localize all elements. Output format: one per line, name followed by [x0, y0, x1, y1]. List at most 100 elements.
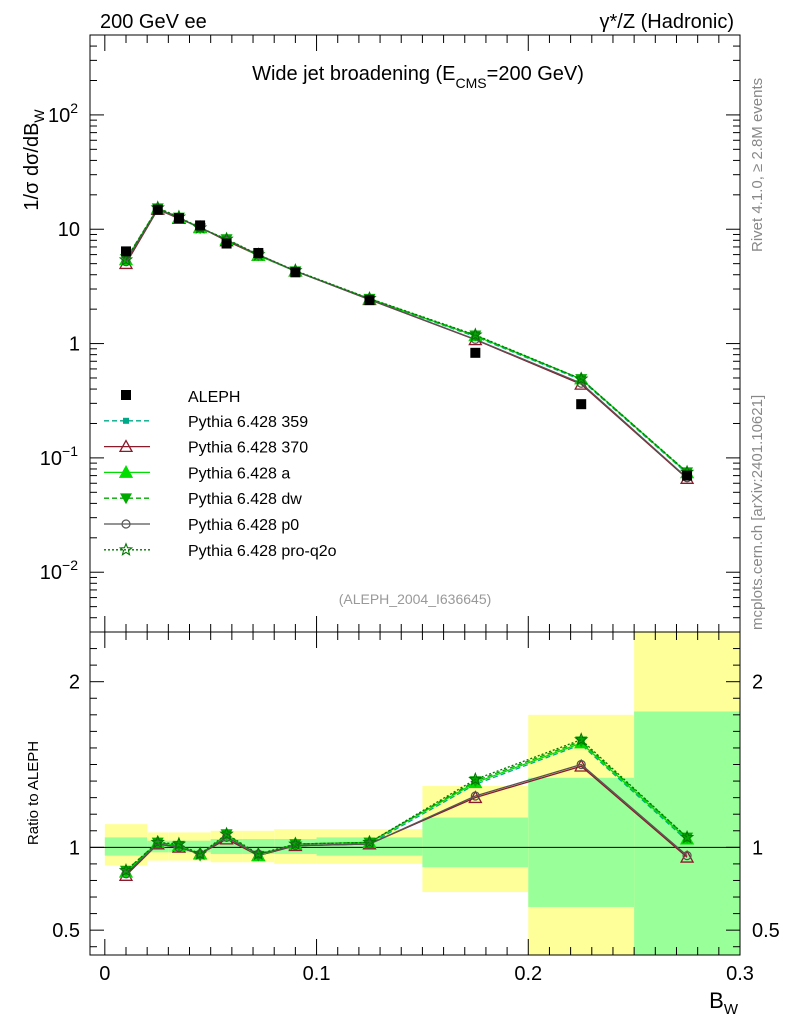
ratio-series-marker — [364, 839, 375, 849]
x-axis-label: BW — [709, 988, 739, 1018]
chart-title: Wide jet broadening (ECMS=200 GeV) — [252, 63, 584, 91]
main-series-marker — [576, 378, 586, 388]
main-series-line — [125, 208, 688, 479]
x-axis-label-main: B — [709, 988, 724, 1013]
ratio-y-tick-label: 1 — [69, 837, 80, 859]
legend-marker — [123, 417, 129, 424]
ratio-series-marker — [362, 834, 377, 849]
main-series-marker — [468, 327, 483, 341]
data-point — [253, 247, 264, 258]
ratio-series-marker — [290, 841, 300, 851]
legend-marker — [120, 493, 132, 505]
ratio-series-marker — [574, 732, 589, 746]
legend-label: Pythia 6.428 dw — [188, 491, 302, 508]
ratio-series-marker — [174, 842, 184, 852]
ratio-panel: 2 2 1 1 0.5 0.5 0 0.1 0.2 0.3 Ratio to ALEPH BW — [25, 631, 780, 1018]
x-tick-label: 0.3 — [726, 963, 754, 985]
main-series-marker — [470, 334, 480, 344]
legend-label: Pythia 6.428 370 — [188, 440, 308, 457]
y-axis-label-main: 1/σ dσ/dB — [21, 123, 43, 211]
ratio-stat-band — [528, 777, 635, 907]
legend-marker — [118, 465, 134, 478]
main-series-marker — [118, 252, 134, 266]
data-point — [364, 295, 375, 306]
main-y-tick-label: 1 — [69, 334, 80, 356]
header-left: 200 GeV ee — [100, 11, 207, 33]
data-point — [682, 470, 693, 481]
x-tick-label: 0.2 — [514, 963, 542, 985]
legend-label-data: ALEPH — [188, 389, 240, 406]
ratio-x-axis: 0 0.1 0.2 0.3 — [99, 632, 754, 985]
ratio-y-tick-label-right: 2 — [752, 672, 763, 694]
ratio-y-axis: 2 2 1 1 0.5 0.5 — [52, 631, 780, 948]
main-y-tick-base: 10 — [48, 105, 70, 127]
ratio-series-marker — [679, 849, 695, 863]
main-y-tick-base: 10 — [40, 448, 62, 470]
legend-marker-data — [121, 390, 131, 400]
ratio-series-line — [125, 738, 688, 871]
legend: ALEPH Pythia 6.428 359 Pythia 6.428 370 Pyt… — [104, 389, 337, 560]
ratio-series-marker — [192, 846, 208, 861]
main-y-tick-exp: −1 — [62, 443, 78, 459]
ratio-series-marker — [118, 863, 134, 877]
header-right: γ*/Z (Hadronic) — [600, 11, 734, 33]
main-y-tick-base: 10 — [58, 219, 80, 241]
x-tick-label: 0.1 — [303, 963, 331, 985]
main-series-line — [125, 207, 688, 474]
chart-title-sub: CMS — [456, 75, 487, 91]
main-x-ticks — [104, 35, 741, 632]
ratio-series-marker — [219, 826, 234, 841]
main-y-tick-exp: 2 — [70, 100, 78, 116]
data-point — [290, 267, 301, 278]
main-y-tick-label: 102 — [48, 100, 78, 127]
ratio-series-line — [125, 740, 688, 871]
legend-marker — [121, 519, 131, 529]
ratio-y-label: Ratio to ALEPH — [25, 741, 42, 845]
legend-label: Pythia 6.428 359 — [188, 414, 308, 431]
main-y-tick-exp: −2 — [62, 557, 78, 573]
ratio-y-tick-label-right: 1 — [752, 837, 763, 859]
ratio-series-marker — [150, 834, 165, 849]
ratio-bands — [104, 632, 740, 955]
ratio-series-marker — [251, 846, 266, 861]
legend-marker — [118, 439, 134, 453]
ratio-y-tick-label-right: 0.5 — [752, 920, 780, 942]
main-series-line — [125, 208, 688, 479]
ratio-series-marker — [679, 829, 695, 844]
ratio-stat-band — [104, 837, 148, 856]
y-axis-label-sub: W — [31, 109, 47, 123]
ratio-stat-band — [422, 817, 529, 868]
side-label-top: Rivet 4.1.0, ≥ 2.8M events — [749, 78, 766, 252]
side-label-bottom: mcplots.cern.ch [arXiv:2401.10621] — [749, 395, 766, 630]
legend-marker — [118, 542, 134, 556]
main-y-tick-label: 10−2 — [40, 557, 78, 584]
data-point — [576, 399, 587, 410]
ratio-frame — [89, 631, 741, 956]
main-y-tick-label: 10 — [58, 219, 80, 241]
ratio-series-marker — [682, 851, 692, 861]
main-series-line — [125, 207, 688, 474]
ratio-y-tick-label: 2 — [69, 672, 80, 694]
main-series-marker — [574, 371, 589, 386]
main-series-line — [125, 207, 688, 473]
data-point — [152, 204, 163, 215]
x-tick-label: 0 — [99, 963, 110, 985]
data-point — [221, 238, 232, 249]
main-series-marker — [121, 257, 131, 267]
chart-title-tail: =200 GeV) — [487, 63, 584, 85]
legend-label: Pythia 6.428 a — [188, 465, 290, 482]
main-y-tick-label: 10−1 — [40, 443, 78, 470]
ratio-series-marker — [288, 836, 303, 851]
main-data-points — [120, 204, 693, 481]
data-point — [470, 347, 481, 358]
ratio-series-marker — [171, 836, 187, 851]
ratio-y-tick-label: 0.5 — [52, 920, 80, 942]
y-axis-label: 1/σ dσ/dBW — [21, 109, 47, 211]
main-series-line — [125, 206, 688, 473]
ratio-series-marker — [468, 771, 483, 786]
ratio-series-marker — [576, 759, 586, 770]
data-point — [195, 220, 206, 231]
